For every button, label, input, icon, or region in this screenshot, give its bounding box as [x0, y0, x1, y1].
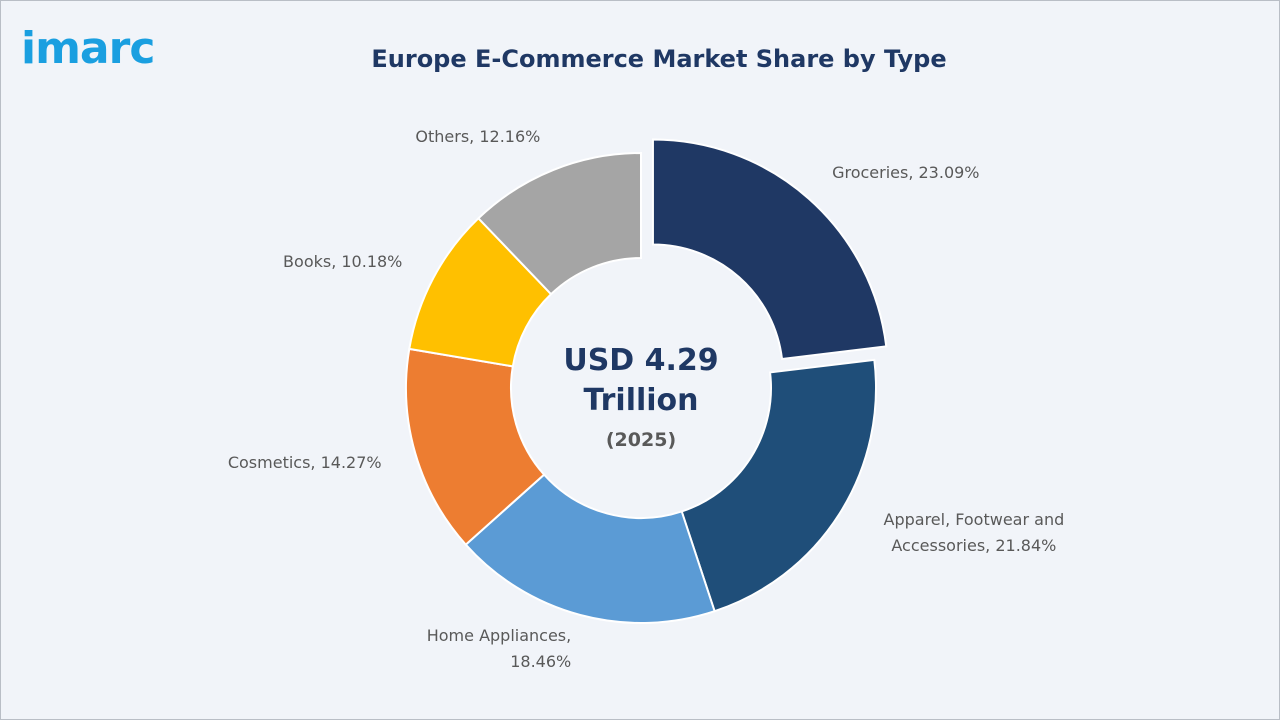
data-label: Apparel, Footwear and Accessories, 21.84… [883, 509, 1065, 555]
center-label: USD 4.29 Trillion (2025) [541, 341, 741, 451]
data-label: Books, 10.18% [283, 251, 403, 271]
logo: imarc [21, 23, 155, 74]
data-label: Home Appliances, 18.46% [426, 625, 572, 671]
donut-slice [477, 151, 642, 296]
donut-slice [651, 138, 888, 361]
data-label: Others, 12.16% [415, 127, 541, 147]
center-total: USD 4.29 Trillion [563, 343, 719, 418]
donut-slice [680, 358, 877, 613]
chart-title: Europe E-Commerce Market Share by Type [371, 45, 947, 73]
center-year: (2025) [605, 429, 677, 451]
data-label: Groceries, 23.09% [832, 162, 980, 182]
data-label: Cosmetics, 14.27% [227, 452, 382, 472]
donut-slice [464, 473, 716, 624]
